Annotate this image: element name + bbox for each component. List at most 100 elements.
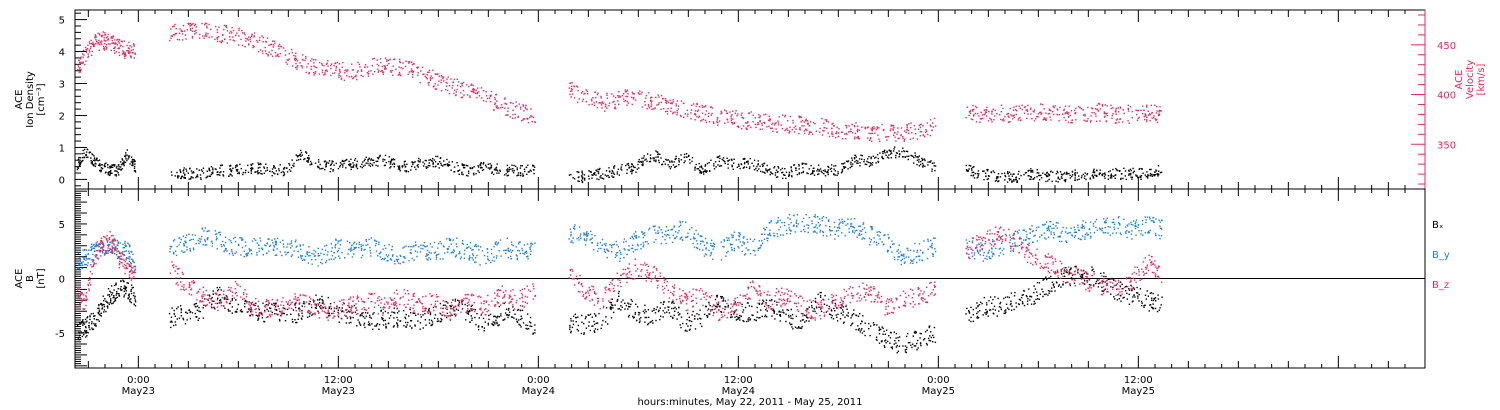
data-point bbox=[1008, 116, 1010, 118]
data-point bbox=[95, 163, 97, 165]
data-point bbox=[734, 301, 736, 303]
data-point bbox=[583, 179, 586, 181]
data-point bbox=[526, 173, 528, 175]
data-point bbox=[1067, 113, 1069, 115]
data-point bbox=[321, 69, 324, 71]
data-point bbox=[828, 313, 831, 315]
data-point bbox=[339, 68, 341, 71]
data-point bbox=[356, 325, 358, 327]
data-point bbox=[841, 304, 843, 306]
data-point bbox=[284, 320, 287, 322]
data-point bbox=[1020, 174, 1022, 177]
data-point bbox=[121, 158, 123, 160]
data-point bbox=[727, 306, 729, 308]
data-point bbox=[369, 162, 371, 165]
data-point bbox=[876, 127, 879, 129]
data-point bbox=[835, 165, 837, 167]
data-point bbox=[1160, 171, 1163, 173]
data-point bbox=[321, 62, 323, 65]
data-point bbox=[637, 163, 639, 166]
data-point bbox=[97, 160, 99, 162]
data-point bbox=[1085, 178, 1087, 181]
data-point bbox=[583, 174, 586, 176]
data-point bbox=[829, 168, 832, 170]
data-point bbox=[1128, 173, 1130, 175]
data-point bbox=[588, 325, 590, 327]
data-point bbox=[1031, 169, 1034, 172]
data-point bbox=[239, 310, 242, 312]
data-point bbox=[124, 287, 126, 289]
data-point bbox=[1052, 284, 1055, 286]
data-point bbox=[976, 177, 978, 179]
data-point bbox=[200, 169, 203, 171]
data-point bbox=[116, 39, 118, 41]
data-point bbox=[1025, 171, 1028, 174]
data-point bbox=[599, 167, 601, 170]
data-point bbox=[752, 114, 754, 116]
data-point bbox=[972, 174, 975, 176]
data-point bbox=[640, 316, 642, 319]
data-point bbox=[1093, 112, 1095, 114]
data-point bbox=[928, 339, 930, 342]
data-point bbox=[806, 317, 809, 319]
data-point bbox=[430, 159, 433, 162]
data-point bbox=[231, 175, 233, 177]
data-point bbox=[498, 316, 500, 318]
data-point bbox=[1151, 112, 1153, 114]
y-axis-label-line: [cm⁻³] bbox=[36, 83, 47, 115]
data-point bbox=[845, 127, 848, 129]
data-point bbox=[465, 164, 468, 167]
data-point bbox=[120, 44, 122, 46]
data-point bbox=[391, 311, 393, 313]
data-point bbox=[906, 124, 908, 126]
data-point bbox=[722, 300, 724, 302]
data-point bbox=[588, 170, 590, 172]
data-point bbox=[456, 78, 458, 80]
data-point bbox=[578, 180, 580, 182]
data-point bbox=[116, 165, 118, 168]
data-point bbox=[109, 167, 111, 169]
data-point bbox=[832, 318, 835, 320]
data-point bbox=[696, 313, 698, 315]
data-point bbox=[847, 315, 849, 317]
data-point bbox=[655, 96, 657, 99]
data-point bbox=[297, 318, 299, 320]
data-point bbox=[229, 36, 231, 38]
data-point bbox=[933, 162, 935, 164]
data-point bbox=[476, 96, 478, 99]
data-point bbox=[1006, 181, 1009, 183]
data-point bbox=[422, 73, 424, 76]
data-point bbox=[1074, 174, 1076, 176]
data-point bbox=[1159, 109, 1162, 112]
data-point bbox=[503, 319, 505, 321]
data-point bbox=[844, 133, 846, 135]
data-point bbox=[910, 154, 912, 157]
data-point bbox=[1138, 109, 1140, 112]
data-point bbox=[248, 44, 250, 46]
data-point bbox=[364, 326, 366, 329]
data-point bbox=[789, 115, 792, 118]
data-point bbox=[100, 169, 102, 171]
data-point bbox=[837, 132, 840, 134]
data-point bbox=[1152, 174, 1155, 176]
data-point bbox=[187, 172, 189, 174]
data-point bbox=[495, 107, 498, 109]
data-point bbox=[658, 102, 660, 104]
data-point bbox=[800, 327, 803, 329]
data-point bbox=[718, 120, 721, 122]
data-point bbox=[580, 332, 583, 335]
data-point bbox=[592, 174, 594, 176]
data-point bbox=[125, 287, 127, 290]
data-point bbox=[180, 311, 182, 314]
data-point bbox=[219, 164, 222, 167]
data-point bbox=[210, 173, 212, 176]
data-point bbox=[477, 328, 480, 331]
data-point bbox=[275, 309, 278, 311]
data-point bbox=[1055, 180, 1057, 182]
data-point bbox=[345, 69, 347, 71]
data-point bbox=[410, 312, 412, 314]
data-point bbox=[665, 101, 667, 104]
data-point bbox=[672, 164, 675, 166]
data-point bbox=[120, 163, 123, 166]
data-point bbox=[890, 152, 893, 154]
